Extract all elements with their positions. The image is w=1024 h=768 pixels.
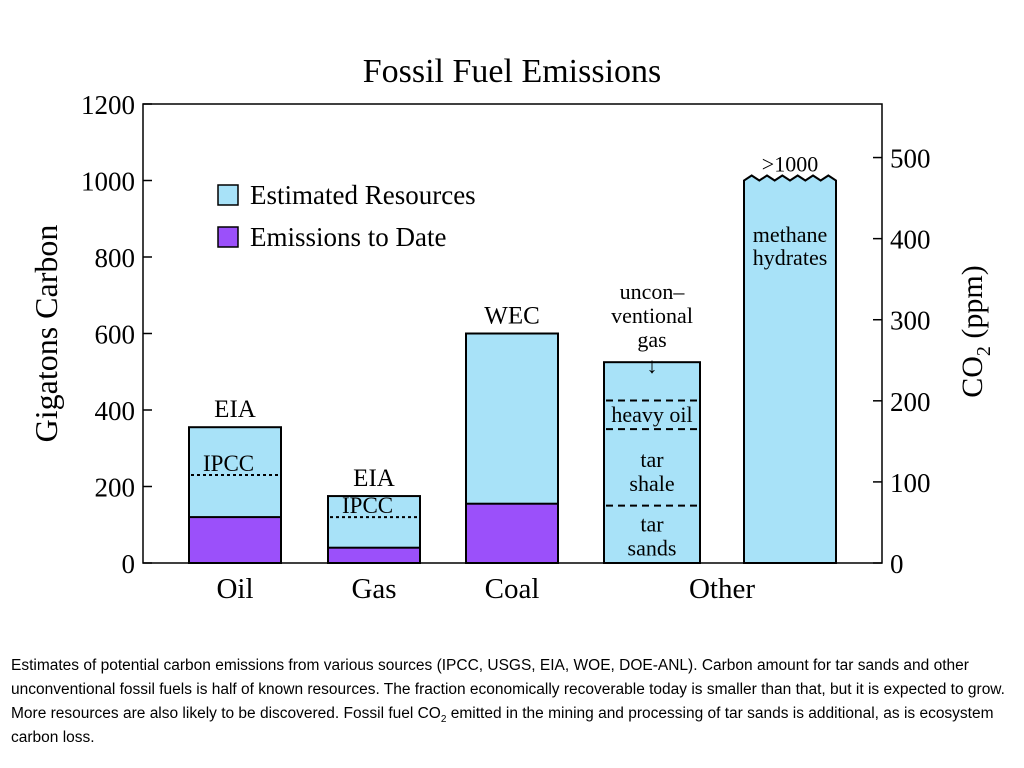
unconventional-top-label: ventional [611, 303, 693, 328]
caption-text-end: emitted in the mining and processing of … [11, 705, 994, 746]
legend-swatch [217, 226, 239, 248]
legend-label: Estimated Resources [250, 180, 476, 210]
y2-tick-label: 0 [890, 549, 904, 579]
caption-text: Estimates of potential carbon emissions … [11, 657, 1005, 722]
methane-bar [743, 174, 837, 564]
segment-label: sands [628, 535, 677, 560]
unconventional-bar [603, 361, 701, 564]
bar-top-label: EIA [214, 396, 256, 423]
y-tick-label: 800 [95, 243, 136, 273]
bar-top-label: EIA [353, 465, 395, 492]
emission-bar [327, 546, 421, 565]
figure-caption: Estimates of potential carbon emissions … [11, 654, 1016, 750]
y-tick-label: 600 [95, 320, 136, 350]
chart-figure: Fossil Fuel Emissions 020040060080010001… [28, 53, 995, 605]
y-tick-label: 0 [122, 549, 136, 579]
plot-area: 0 200 400 600 800 1000 1200 0 100 200 300 400 500 Gig… [28, 90, 995, 605]
y-tick-label: 1000 [81, 167, 135, 197]
bar-top-label: WEC [484, 303, 540, 330]
y-tick-label: 200 [95, 473, 136, 503]
methane-label: methane [753, 222, 828, 247]
y-tick-label: 400 [95, 396, 136, 426]
y2-axis-label: CO2 (ppm) [956, 265, 995, 398]
ipcc-label: IPCC [342, 493, 393, 518]
y2-tick-label: 400 [890, 225, 931, 255]
category-label: Oil [216, 573, 253, 605]
segment-label: shale [629, 471, 674, 496]
methane-label: hydrates [753, 245, 828, 270]
emission-bar [188, 516, 282, 564]
category-label: Gas [351, 573, 396, 605]
y-tick-label: 1200 [81, 90, 135, 120]
y2-tick-label: 200 [890, 387, 931, 417]
y2-tick-label: 500 [890, 144, 931, 174]
segment-label: heavy oil [611, 402, 692, 427]
y2-tick-label: 100 [890, 468, 931, 498]
segment-label: tar [640, 447, 664, 472]
unconventional-top-label: uncon– [620, 279, 686, 304]
emission-bar [465, 502, 559, 564]
methane-top-label: >1000 [762, 152, 818, 177]
segment-label: tar [640, 511, 664, 536]
y-axis-label: Gigatons Carbon [28, 225, 64, 443]
y2-tick-label: 300 [890, 306, 931, 336]
chart-title: Fossil Fuel Emissions [363, 53, 662, 90]
down-arrow: ↓ [647, 353, 658, 378]
legend-label: Emissions to Date [250, 222, 447, 252]
caption-subscript: 2 [440, 714, 447, 726]
unconventional-top-label: gas [637, 327, 666, 352]
category-label: Coal [485, 573, 540, 605]
legend-swatch [217, 184, 239, 206]
category-label: Other [689, 573, 755, 605]
ipcc-label: IPCC [203, 451, 254, 476]
